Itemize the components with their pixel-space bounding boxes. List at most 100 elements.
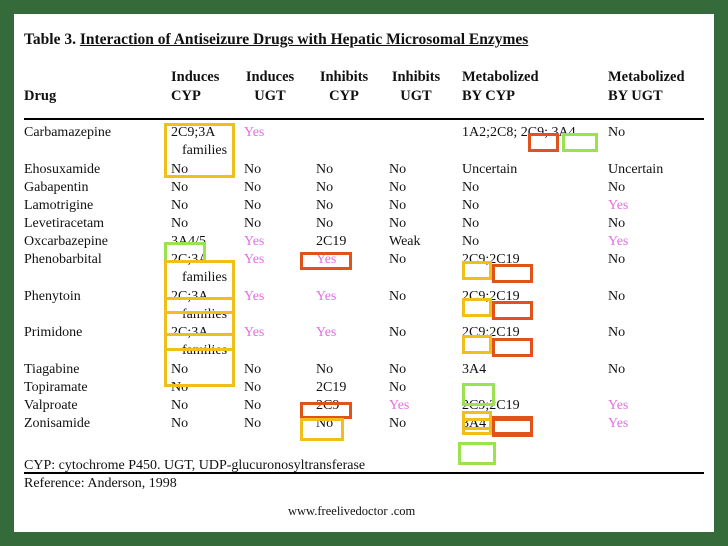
header-inhibits-cyp-line2: CYP bbox=[329, 88, 359, 104]
header-induces-cyp-line2: CYP bbox=[171, 88, 201, 104]
cell-inh-ugt: Yes bbox=[389, 398, 410, 413]
highlight-box bbox=[492, 418, 533, 437]
cell-inh-ugt: No bbox=[389, 362, 407, 377]
cell-ind-cyp: No bbox=[171, 216, 189, 231]
cell-inh-ugt: No bbox=[389, 216, 407, 231]
cell-ind-ugt: Yes bbox=[244, 325, 265, 340]
footer-rule bbox=[24, 472, 704, 474]
highlight-box bbox=[300, 402, 352, 419]
header-inhibits-ugt-line2: UGT bbox=[400, 88, 432, 104]
cell-met-cyp: 1A2;2C8; 2C9; 3A4 bbox=[462, 125, 576, 140]
highlight-box bbox=[462, 298, 492, 317]
highlight-box bbox=[164, 260, 235, 314]
header-inhibits-ugt: Inhibits UGT bbox=[386, 68, 446, 106]
cell-ind-cyp: 2C9;3A bbox=[171, 125, 216, 140]
table-title-text: Interaction of Antiseizure Drugs with He… bbox=[79, 31, 529, 48]
cell-met-ugt: No bbox=[608, 252, 626, 267]
cell-drug: Lamotrigine bbox=[24, 198, 94, 213]
highlight-box bbox=[164, 297, 235, 351]
highlight-box bbox=[492, 338, 533, 357]
cell-inh-ugt: Weak bbox=[389, 234, 421, 249]
header-metabolized-ugt-line2: BY UGT bbox=[608, 88, 663, 104]
cell-ind-cyp: 2C;3A bbox=[171, 289, 209, 304]
cell-met-cyp: No bbox=[462, 216, 480, 231]
cell-ind-ugt: Yes bbox=[244, 252, 265, 267]
cell-ind-cyp: No bbox=[171, 198, 189, 213]
cell-drug: Carbamazepine bbox=[24, 125, 112, 140]
cell-drug: Oxcarbazepine bbox=[24, 234, 108, 249]
slide: Table 3. Interaction of Antiseizure Drug… bbox=[14, 14, 714, 532]
cell-ind-cyp: No bbox=[171, 180, 189, 195]
cell-met-ugt: No bbox=[608, 289, 626, 304]
cell-met-ugt: Yes bbox=[608, 416, 629, 431]
cell-met-ugt: No bbox=[608, 180, 626, 195]
cell-inh-ugt: No bbox=[389, 416, 407, 431]
cell-drug: Phenobarbital bbox=[24, 252, 102, 267]
highlight-box bbox=[492, 264, 533, 283]
cell-inh-ugt: No bbox=[389, 198, 407, 213]
cell-inh-ugt: No bbox=[389, 380, 407, 395]
cell-ind-ugt: Yes bbox=[244, 289, 265, 304]
cell-inh-cyp: Yes bbox=[316, 289, 337, 304]
table-title: Table 3. Interaction of Antiseizure Drug… bbox=[24, 31, 528, 49]
header-induces-ugt-line1: Induces bbox=[245, 69, 295, 85]
cell-drug: Valproate bbox=[24, 398, 78, 413]
cell-inh-ugt: No bbox=[389, 325, 407, 340]
highlight-box bbox=[300, 418, 344, 441]
highlight-box bbox=[164, 333, 235, 387]
header-metabolized-cyp: Metabolized BY CYP bbox=[462, 68, 539, 106]
highlight-box bbox=[492, 301, 533, 320]
cell-ind-cyp: 3A4/5 bbox=[171, 234, 206, 249]
cell-ind-cyp: No bbox=[171, 162, 189, 177]
cell-drug: Gabapentin bbox=[24, 180, 89, 195]
header-induces-ugt: Induces UGT bbox=[240, 68, 300, 106]
cell-ind-ugt: No bbox=[244, 398, 262, 413]
cell-ind-cyp: 2C;3A bbox=[171, 325, 209, 340]
abbreviation-footnote: CYP: cytochrome P450. UGT, UDP-glucurono… bbox=[24, 458, 366, 473]
cell-ind-cyp-families: families bbox=[182, 143, 228, 158]
cell-ind-ugt: No bbox=[244, 216, 262, 231]
cell-ind-ugt: No bbox=[244, 180, 262, 195]
cell-ind-ugt: Yes bbox=[244, 234, 265, 249]
header-metabolized-ugt: Metabolized BY UGT bbox=[608, 68, 685, 106]
cell-inh-cyp: 2C19 bbox=[316, 234, 347, 249]
cell-drug: Primidone bbox=[24, 325, 83, 340]
header-metabolized-ugt-line1: Metabolized bbox=[608, 69, 685, 85]
header-induces-cyp-line1: Induces bbox=[171, 69, 220, 85]
cell-ind-cyp: No bbox=[171, 416, 189, 431]
cell-inh-cyp: Yes bbox=[316, 252, 337, 267]
cell-inh-ugt: No bbox=[389, 252, 407, 267]
header-metabolized-cyp-line1: Metabolized bbox=[462, 69, 539, 85]
cell-inh-cyp: No bbox=[316, 198, 334, 213]
highlight-box bbox=[300, 252, 352, 270]
cell-met-ugt: No bbox=[608, 325, 626, 340]
header-inhibits-cyp: Inhibits CYP bbox=[314, 68, 374, 106]
highlight-box bbox=[528, 133, 559, 152]
cell-ind-cyp-families: families bbox=[182, 307, 228, 322]
cell-inh-cyp: No bbox=[316, 180, 334, 195]
header-inhibits-ugt-line1: Inhibits bbox=[391, 69, 441, 85]
cell-met-cyp: 3A4 bbox=[462, 362, 487, 377]
cell-inh-cyp: No bbox=[316, 216, 334, 231]
cell-inh-ugt: No bbox=[389, 162, 407, 177]
cell-ind-cyp-families: families bbox=[182, 270, 228, 285]
highlight-box bbox=[462, 383, 495, 406]
cell-ind-cyp: No bbox=[171, 362, 189, 377]
header-induces-cyp: Induces CYP bbox=[171, 68, 219, 106]
header-metabolized-cyp-line2: BY CYP bbox=[462, 88, 516, 104]
cell-inh-cyp: 2C19 bbox=[316, 380, 347, 395]
cell-met-cyp: Uncertain bbox=[462, 162, 518, 177]
highlight-box bbox=[462, 335, 492, 354]
cell-met-ugt: No bbox=[608, 216, 626, 231]
table-number: Table 3. bbox=[24, 31, 76, 48]
cell-met-ugt: No bbox=[608, 125, 626, 140]
reference-note: Reference: Anderson, 1998 bbox=[24, 476, 177, 491]
cell-drug: Phenytoin bbox=[24, 289, 81, 304]
website-url: www.freelivedoctor .com bbox=[288, 504, 416, 518]
cell-met-ugt: Uncertain bbox=[608, 162, 664, 177]
cell-met-cyp: No bbox=[462, 180, 480, 195]
cell-ind-cyp: No bbox=[171, 398, 189, 413]
cell-ind-ugt: No bbox=[244, 362, 262, 377]
cell-ind-ugt: Yes bbox=[244, 125, 265, 140]
cell-met-cyp: No bbox=[462, 234, 480, 249]
